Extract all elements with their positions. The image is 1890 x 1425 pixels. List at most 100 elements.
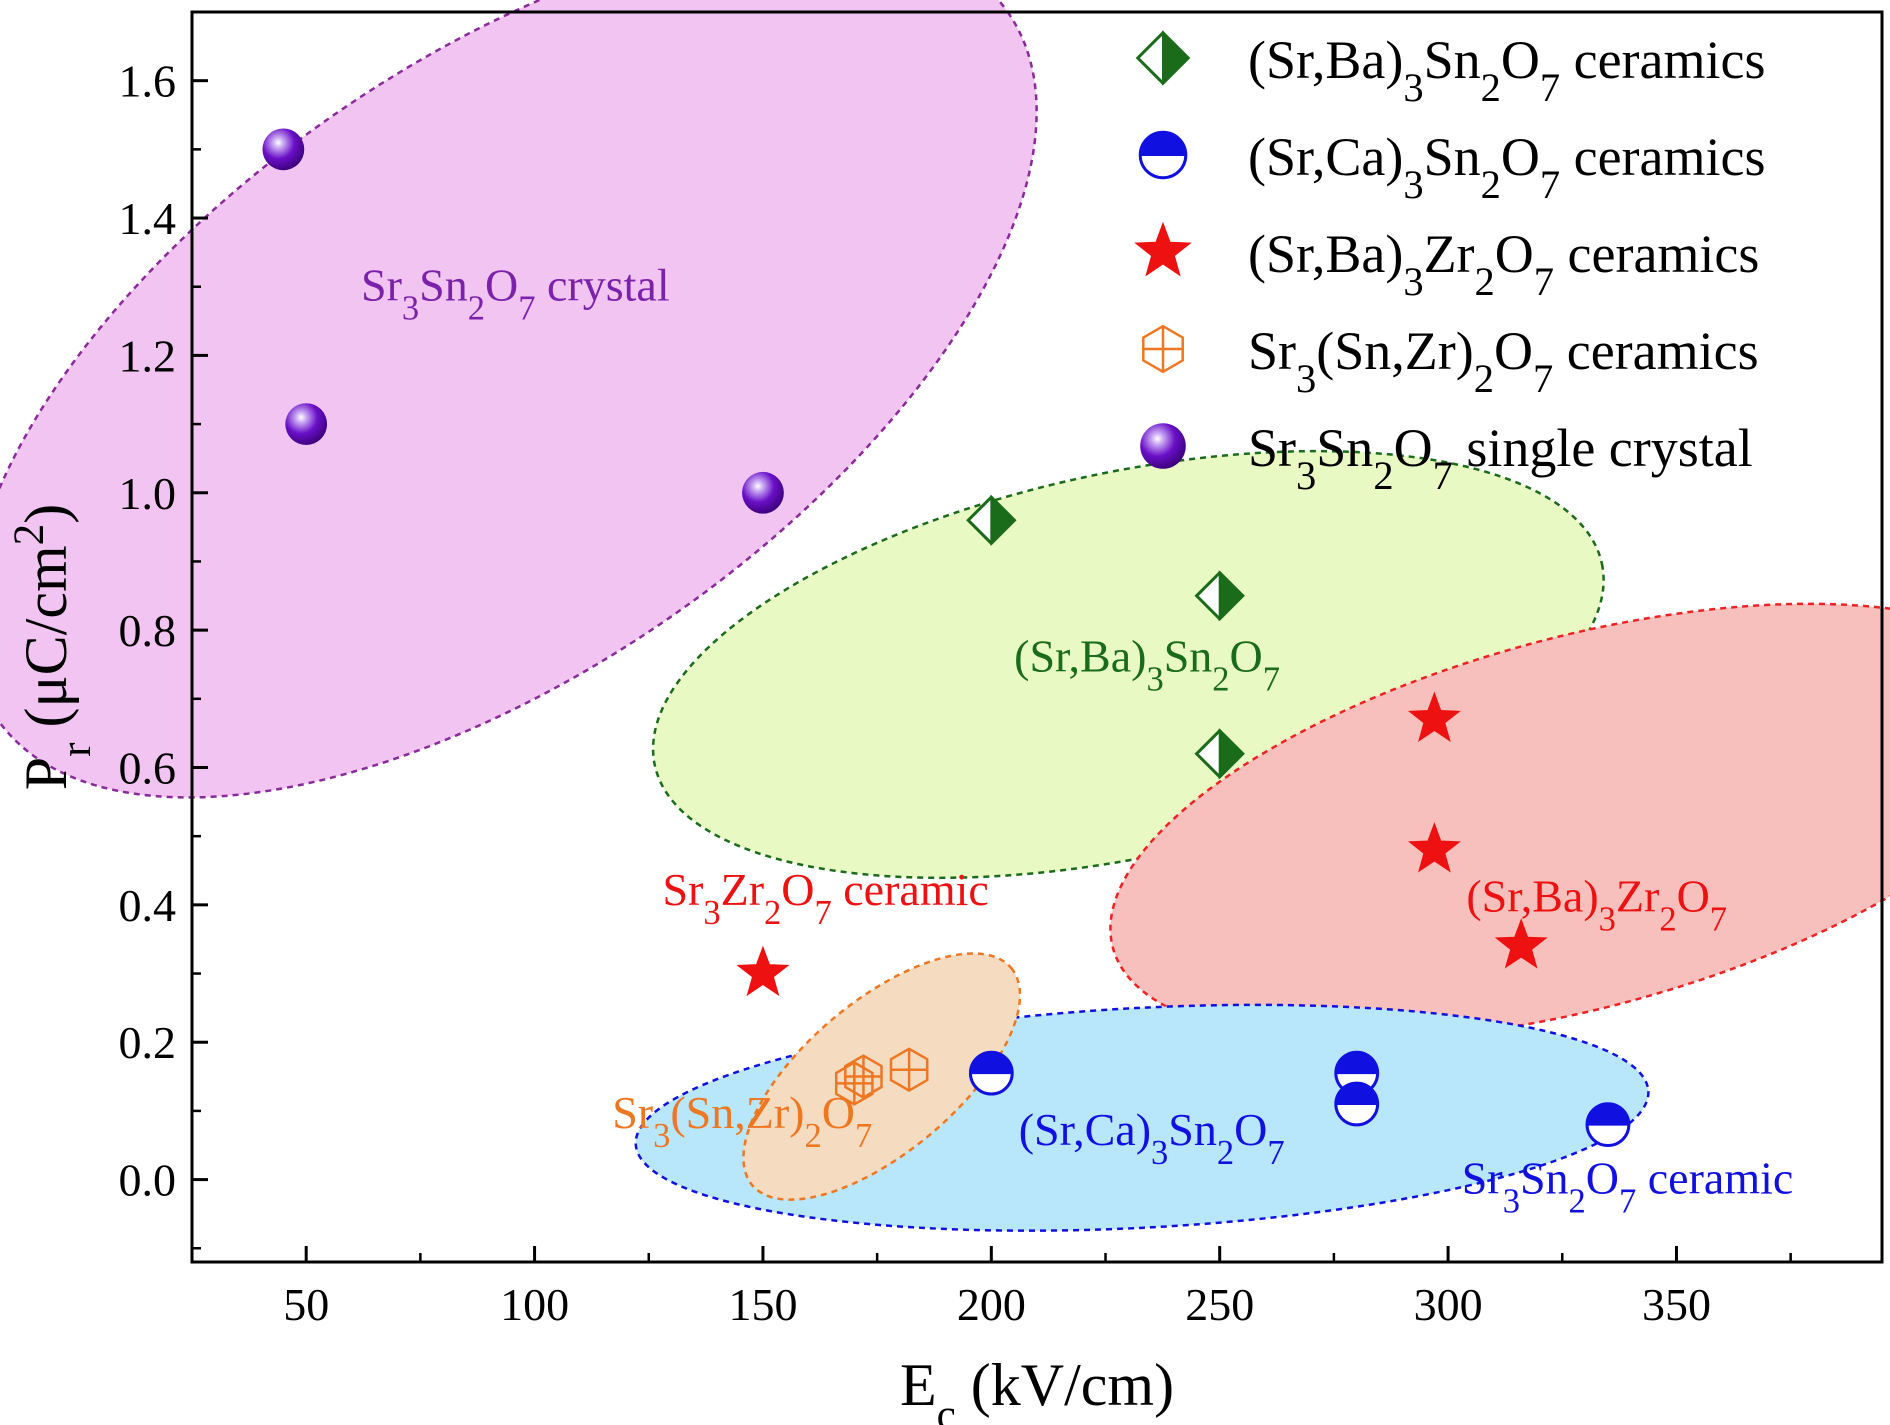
- legend-label-part: (Sr,Ca): [1248, 127, 1403, 187]
- plot-frame: [190, 10, 1884, 1264]
- y-axis-title-part: 2: [6, 524, 53, 546]
- x-tick-label: 250: [1185, 1279, 1254, 1330]
- annotation-label-part: Zr: [721, 864, 764, 915]
- y-tick-label: 1.2: [119, 330, 177, 381]
- annotation-label-part: 2: [1569, 1182, 1586, 1220]
- legend-label-part: single crystal: [1453, 418, 1753, 478]
- y-tick-label: 1.0: [119, 468, 177, 519]
- annotation-label: (Sr,Ca)3Sn2O7: [1019, 1104, 1285, 1172]
- legend-label-part: 7: [1533, 356, 1553, 401]
- legend-label-part: 2: [1475, 259, 1495, 304]
- legend-label-part: 2: [1474, 356, 1494, 401]
- legend-label-part: Sn: [1316, 418, 1373, 478]
- annotation-label-part: 3: [1151, 1134, 1168, 1172]
- cluster-regions: [0, 0, 1890, 1232]
- legend-label-part: 2: [1373, 453, 1393, 498]
- data-point-half-circle: [968, 1050, 1014, 1096]
- annotation-label-part: 3: [1146, 660, 1163, 698]
- annotation-label-part: Sn: [1164, 630, 1213, 681]
- legend-marker-crossed-hexagon: [1142, 324, 1184, 374]
- data-point-sphere: [285, 403, 328, 445]
- legend-label-part: O: [1494, 321, 1533, 381]
- annotation-label-part: (Sr,Ba): [1466, 871, 1598, 922]
- annotation-label-part: 2: [1212, 660, 1229, 698]
- annotation-label-part: 7: [815, 894, 832, 932]
- legend-marker-sphere: [1140, 423, 1186, 469]
- axis-titles: Ec (kV/cm) Pr (μC/cm2): [6, 504, 1175, 1425]
- y-tick-label: 0.6: [119, 742, 177, 793]
- annotation-label-part: 2: [764, 894, 781, 932]
- annotation-label-part: Zr: [1616, 871, 1659, 922]
- legend-label-part: 3: [1403, 259, 1423, 304]
- annotation-label: Sr3Sn2O7 ceramic: [1462, 1152, 1794, 1220]
- x-axis-title: Ec (kV/cm): [900, 1352, 1174, 1425]
- annotation-label-part: (Sr,Ca): [1019, 1104, 1151, 1155]
- legend-marker-half-circle: [1138, 130, 1188, 180]
- x-axis-title-part: c: [937, 1392, 956, 1425]
- annotation-label-part: 3: [1503, 1182, 1520, 1220]
- annotation-label-part: Sr: [662, 864, 703, 915]
- annotation-label-part: 3: [703, 894, 720, 932]
- legend-label-part: Sr: [1248, 321, 1296, 381]
- annotation-label-part: O: [1677, 871, 1710, 922]
- legend-label-part: Zr: [1424, 224, 1475, 284]
- region-ellipse: [1109, 602, 1890, 1043]
- annotation-label-part: 7: [855, 1117, 872, 1155]
- data-point-crossed-hexagon: [834, 1061, 874, 1106]
- annotation-label-part: (Sr,Ba): [1014, 630, 1146, 681]
- legend-marker-half-diamond: [1135, 30, 1191, 86]
- legend-label-part: (Sr,Ba): [1248, 30, 1403, 90]
- x-tick-label: 300: [1414, 1279, 1483, 1330]
- data-point-half-circle: [1585, 1102, 1631, 1148]
- annotation-label: Sr3(Sn,Zr)2O7: [612, 1087, 872, 1155]
- data-point-star: [1407, 691, 1461, 742]
- legend-label-part: 2: [1481, 65, 1501, 110]
- legend-label-part: 3: [1296, 453, 1316, 498]
- data-point-crossed-hexagon: [889, 1047, 929, 1093]
- legend-label-part: 7: [1540, 162, 1560, 207]
- legend-label: Sr3(Sn,Zr)2O7 ceramics: [1248, 321, 1759, 401]
- annotation-label-part: O: [485, 259, 518, 310]
- axes: 50 100 150 200 250 300 350 0.0 0.2 0.4 0.6 0.8 1.0 1.…: [119, 10, 1884, 1330]
- x-axis-title-part: (kV/cm): [956, 1352, 1174, 1418]
- y-axis-title-part: (μC/cm: [13, 545, 79, 742]
- annotation-label-part: 2: [1659, 901, 1676, 939]
- y-tick-label: 1.4: [119, 193, 177, 244]
- annotation-label: Sr3Zr2O7 ceramic: [662, 864, 988, 932]
- legend-label-part: 3: [1403, 65, 1423, 110]
- y-axis-title: Pr (μC/cm2): [6, 504, 100, 790]
- x-tick-label: 200: [957, 1279, 1026, 1330]
- legend-label-part: 7: [1433, 453, 1453, 498]
- data-point-star: [736, 945, 790, 997]
- annotation-label-part: 3: [653, 1117, 670, 1155]
- annotation-label-part: crystal: [535, 259, 669, 310]
- legend-label: (Sr,Ba)3Sn2O7 ceramics: [1248, 30, 1765, 110]
- annotation-label-part: 3: [1599, 901, 1616, 939]
- legend-label: (Sr,Ca)3Sn2O7 ceramics: [1248, 127, 1765, 207]
- annotation-label-part: 7: [1263, 660, 1280, 698]
- annotation-label-part: Sn: [1520, 1152, 1569, 1203]
- legend-label: Sr3Sn2O7 single crystal: [1248, 418, 1753, 498]
- legend-label-part: O: [1501, 30, 1540, 90]
- legend-label-part: O: [1495, 224, 1534, 284]
- annotation-label-part: O: [1234, 1104, 1267, 1155]
- data-point-crossed-hexagon: [844, 1054, 883, 1099]
- y-tick-label: 0.8: [119, 605, 177, 656]
- legend-label-part: ceramics: [1560, 30, 1765, 90]
- x-axis-title-part: E: [900, 1352, 937, 1418]
- annotation-label-part: Sr: [612, 1087, 653, 1138]
- annotation-label-part: 7: [1619, 1182, 1636, 1220]
- annotations: Sr3Sn2O7 crystal(Sr,Ba)3Sn2O7(Sr,Ba)3Zr2…: [361, 259, 1793, 1220]
- annotation-label-part: ceramic: [832, 864, 989, 915]
- x-tick-label: 100: [500, 1279, 569, 1330]
- annotation-label-part: 7: [518, 289, 535, 327]
- annotation-label: (Sr,Ba)3Sn2O7: [1014, 630, 1280, 698]
- x-tick-label: 150: [728, 1279, 797, 1330]
- legend-label-part: ceramics: [1553, 321, 1758, 381]
- y-tick-label: 1.6: [119, 56, 177, 107]
- annotation-label: (Sr,Ba)3Zr2O7: [1466, 871, 1727, 939]
- annotation-label-part: 2: [468, 289, 485, 327]
- legend: (Sr,Ba)3Sn2O7 ceramics(Sr,Ca)3Sn2O7 cera…: [1134, 30, 1765, 498]
- annotation-label-part: O: [781, 864, 814, 915]
